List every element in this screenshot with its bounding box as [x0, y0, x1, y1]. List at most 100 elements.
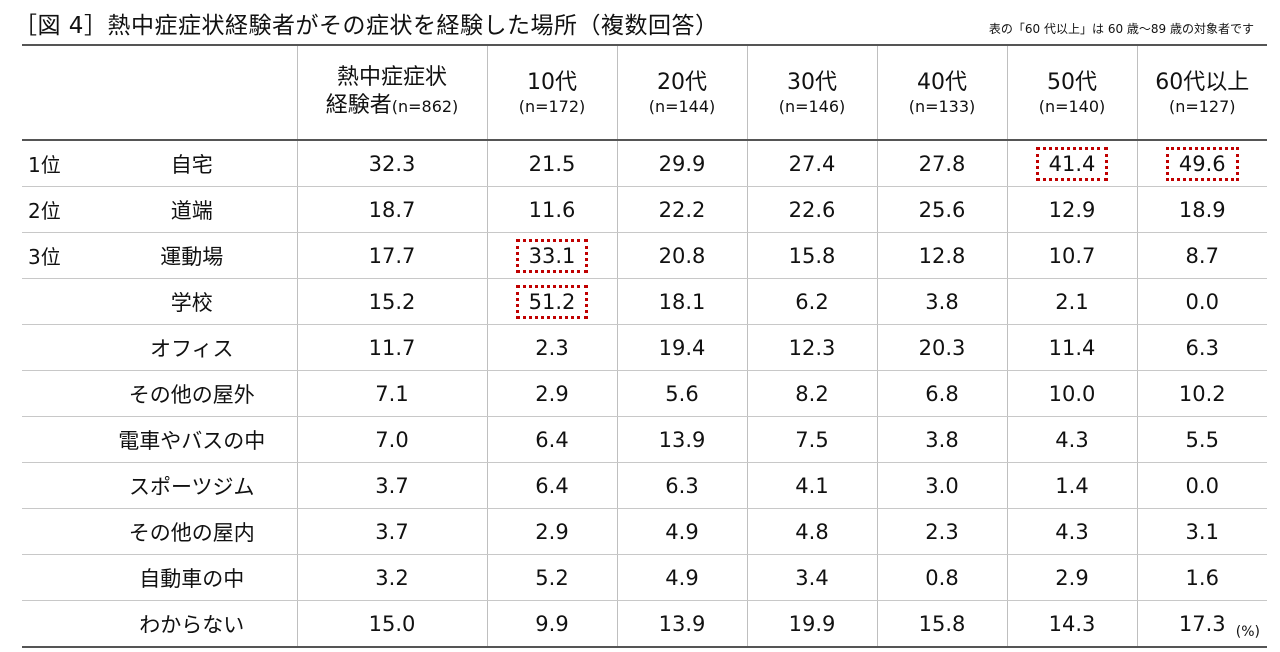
header-age-20s: 20代 (n=144) [616, 44, 747, 141]
value-cell: 20.8 [616, 232, 747, 279]
table-row: 2位 道端 18.7 11.6 22.2 22.6 25.6 12.9 18.9 [22, 186, 1267, 233]
value-cell: 6.2 [746, 278, 877, 325]
unit-label: (%) [1235, 624, 1260, 640]
table-row: 3位 運動場 17.7 33.1 20.8 15.8 12.8 10.7 8.7 [22, 232, 1267, 279]
value-cell: 21.5 [486, 140, 617, 187]
place-cell: 学校 [87, 278, 297, 325]
value-cell: 3.4 [746, 554, 877, 601]
value-cell: 4.1 [746, 462, 877, 509]
age-n: (n=133) [908, 97, 976, 116]
age-n: (n=140) [1038, 97, 1106, 116]
age-label: 10代 [527, 70, 577, 95]
header-age-30s: 30代 (n=146) [746, 44, 877, 141]
place-cell: 自動車の中 [87, 554, 297, 601]
value-cell: 6.3 [616, 462, 747, 509]
header-age-60plus: 60代以上 (n=127) [1136, 44, 1267, 141]
value-cell: 3.0 [876, 462, 1007, 509]
value-cell: 3.8 [876, 416, 1007, 463]
table-row: その他の屋内 3.7 2.9 4.9 4.8 2.3 4.3 3.1 [22, 508, 1267, 555]
table-row: スポーツジム 3.7 6.4 6.3 4.1 3.0 1.4 0.0 [22, 462, 1267, 509]
age-label: 40代 [917, 70, 967, 95]
value-cell: 18.1 [616, 278, 747, 325]
value-cell: 0.8 [876, 554, 1007, 601]
value-cell: 2.9 [486, 508, 617, 555]
rank-cell [22, 278, 87, 325]
table-row: 電車やバスの中 7.0 6.4 13.9 7.5 3.8 4.3 5.5 [22, 416, 1267, 463]
rank-cell [22, 554, 87, 601]
highlighted-value-cell: 49.6 [1136, 140, 1267, 187]
value-cell: 14.3 [1006, 600, 1137, 648]
place-cell: オフィス [87, 324, 297, 371]
value-cell: 8.2 [746, 370, 877, 417]
value-cell: 0.0 [1136, 278, 1267, 325]
value-cell: 15.2 [296, 278, 487, 325]
value-cell: 15.8 [746, 232, 877, 279]
rank-cell: 1位 [22, 140, 87, 187]
highlight-box: 33.1 [515, 238, 589, 273]
header-rank-cell [22, 44, 87, 141]
value-cell: 6.8 [876, 370, 1007, 417]
value-cell: 11.4 [1006, 324, 1137, 371]
value-cell: 17.3 [1136, 600, 1267, 648]
value-cell: 1.6 [1136, 554, 1267, 601]
age-label: 30代 [787, 70, 837, 95]
highlighted-value-cell: 51.2 [486, 278, 617, 325]
value-cell: 2.3 [486, 324, 617, 371]
table-row: オフィス 11.7 2.3 19.4 12.3 20.3 11.4 6.3 [22, 324, 1267, 371]
place-cell: 自宅 [87, 140, 297, 187]
header-total-n: (n=862) [391, 97, 459, 116]
value-cell: 13.9 [616, 600, 747, 648]
rank-cell [22, 324, 87, 371]
value-cell: 20.3 [876, 324, 1007, 371]
value-cell: 3.8 [876, 278, 1007, 325]
value-cell: 4.9 [616, 554, 747, 601]
value-cell: 17.7 [296, 232, 487, 279]
value-cell: 2.3 [876, 508, 1007, 555]
value-cell: 10.0 [1006, 370, 1137, 417]
place-cell: その他の屋内 [87, 508, 297, 555]
age-n: (n=146) [778, 97, 846, 116]
value-cell: 4.3 [1006, 508, 1137, 555]
place-cell: 電車やバスの中 [87, 416, 297, 463]
value-cell: 2.9 [486, 370, 617, 417]
value-cell: 10.7 [1006, 232, 1137, 279]
age-label: 20代 [657, 70, 707, 95]
value-cell: 18.9 [1136, 186, 1267, 233]
value-cell: 2.9 [1006, 554, 1137, 601]
value-cell: 0.0 [1136, 462, 1267, 509]
highlight-box: 49.6 [1165, 146, 1239, 181]
highlight-box: 41.4 [1035, 146, 1109, 181]
value-cell: 27.4 [746, 140, 877, 187]
highlighted-value-cell: 33.1 [486, 232, 617, 279]
value-cell: 5.5 [1136, 416, 1267, 463]
value-cell: 7.0 [296, 416, 487, 463]
header-age-10s: 10代 (n=172) [486, 44, 617, 141]
header-age-50s: 50代 (n=140) [1006, 44, 1137, 141]
rank-cell [22, 508, 87, 555]
table-row: 1位 自宅 32.3 21.5 29.9 27.4 27.8 41.4 49.6 [22, 140, 1267, 187]
value-cell: 29.9 [616, 140, 747, 187]
highlighted-value-cell: 41.4 [1006, 140, 1137, 187]
value-cell: 22.6 [746, 186, 877, 233]
value-cell: 27.8 [876, 140, 1007, 187]
place-cell: その他の屋外 [87, 370, 297, 417]
value-cell: 6.4 [486, 462, 617, 509]
value-cell: 3.1 [1136, 508, 1267, 555]
value-cell: 3.7 [296, 508, 487, 555]
value-cell: 32.3 [296, 140, 487, 187]
rank-cell [22, 370, 87, 417]
value-cell: 4.9 [616, 508, 747, 555]
age-label: 50代 [1047, 70, 1097, 95]
value-cell: 5.6 [616, 370, 747, 417]
value-cell: 15.8 [876, 600, 1007, 648]
value-cell: 13.9 [616, 416, 747, 463]
place-cell: わからない [87, 600, 297, 648]
figure-title: ［図 4］熱中症症状経験者がその症状を経験した場所（複数回答） [14, 13, 719, 39]
place-cell: 道端 [87, 186, 297, 233]
rank-cell: 2位 [22, 186, 87, 233]
value-cell: 1.4 [1006, 462, 1137, 509]
value-cell: 5.2 [486, 554, 617, 601]
place-cell: スポーツジム [87, 462, 297, 509]
age-n: (n=144) [648, 97, 716, 116]
data-table: 熱中症症状 経験者(n=862) 10代 (n=172) 20代 (n=144) 3… [22, 44, 1267, 648]
